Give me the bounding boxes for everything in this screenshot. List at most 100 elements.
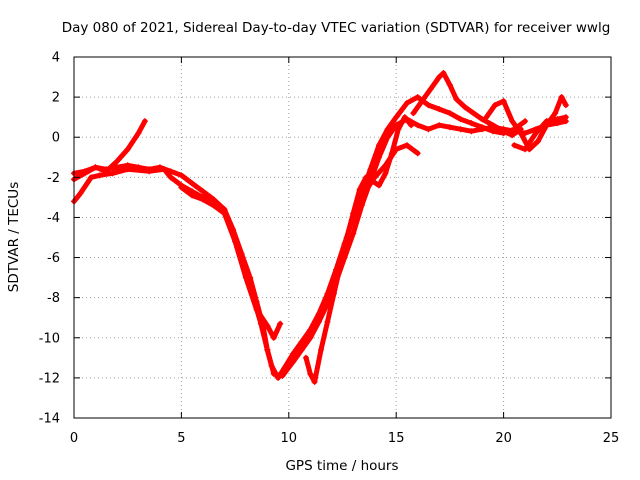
data-point	[367, 166, 374, 173]
data-point	[167, 174, 174, 181]
data-point	[281, 364, 288, 371]
y-tick-label: 2	[52, 91, 60, 106]
data-point	[376, 142, 383, 149]
x-tick-label: 0	[70, 431, 78, 446]
data-point	[509, 132, 516, 139]
data-point	[554, 116, 561, 123]
data-point	[534, 138, 541, 145]
data-point	[92, 164, 99, 171]
data-point	[410, 110, 417, 117]
data-point	[425, 102, 432, 109]
data-point	[457, 116, 464, 123]
series-line	[178, 184, 283, 341]
data-point	[253, 306, 260, 313]
data-point	[427, 86, 434, 93]
data-point	[88, 174, 95, 181]
data-point	[307, 334, 314, 341]
data-point	[440, 70, 447, 77]
data-point	[500, 128, 507, 135]
data-point	[403, 142, 410, 149]
data-point	[302, 354, 309, 361]
data-point	[436, 122, 443, 129]
data-point	[298, 346, 305, 353]
data-point	[221, 210, 228, 217]
data-point	[264, 322, 271, 329]
data-point	[81, 168, 88, 175]
data-point	[532, 130, 539, 137]
data-point	[425, 126, 432, 133]
data-point	[210, 196, 217, 203]
data-point	[446, 124, 453, 131]
data-point	[356, 186, 363, 193]
data-point	[360, 190, 367, 197]
series-4	[178, 184, 284, 341]
data-point	[468, 120, 475, 127]
data-point	[199, 196, 206, 203]
data-point	[393, 146, 400, 153]
data-point	[109, 170, 116, 177]
x-axis-title: GPS time / hours	[285, 458, 398, 474]
data-point	[113, 158, 120, 165]
y-tick-label: -10	[39, 331, 60, 346]
data-point	[315, 310, 322, 317]
y-tick-label: -14	[39, 412, 60, 427]
data-point	[77, 190, 84, 197]
data-point	[492, 102, 499, 109]
data-point	[414, 122, 421, 129]
x-tick-label: 5	[177, 431, 185, 446]
data-point	[408, 122, 415, 129]
series-3	[71, 94, 529, 381]
data-point	[376, 182, 383, 189]
series-line	[303, 114, 414, 385]
data-series	[71, 70, 569, 385]
data-point	[483, 114, 490, 121]
data-point	[461, 104, 468, 111]
x-tick-label: 15	[388, 431, 405, 446]
data-point	[232, 238, 239, 245]
data-point	[403, 100, 410, 107]
data-point	[141, 118, 148, 125]
data-point	[124, 162, 131, 169]
chart-title: Day 080 of 2021, Sidereal Day-to-day VTE…	[62, 20, 611, 36]
data-point	[371, 174, 378, 181]
plot-frame	[73, 56, 612, 419]
data-point	[552, 110, 559, 117]
data-point	[509, 118, 516, 125]
data-point	[562, 102, 569, 109]
data-point	[457, 126, 464, 133]
data-point	[318, 346, 325, 353]
data-point	[178, 184, 185, 191]
y-tick-label: -6	[47, 251, 60, 266]
series-9	[511, 114, 569, 153]
data-point	[189, 180, 196, 187]
data-point	[178, 172, 185, 179]
data-point	[311, 378, 318, 385]
y-tick-label: 4	[52, 51, 60, 66]
data-point	[414, 94, 421, 101]
data-point	[199, 188, 206, 195]
data-point	[418, 98, 425, 105]
data-point	[330, 290, 337, 297]
data-point	[522, 146, 529, 153]
series-8	[350, 142, 421, 217]
series-2	[71, 116, 569, 379]
grid	[74, 57, 611, 418]
data-point	[350, 230, 357, 237]
data-point	[543, 118, 550, 125]
y-tick-label: -8	[47, 291, 60, 306]
data-point	[275, 374, 282, 381]
data-point	[268, 362, 275, 369]
data-point	[500, 98, 507, 105]
data-point	[324, 318, 331, 325]
data-point	[382, 170, 389, 177]
data-point	[96, 172, 103, 179]
y-tick-label: 0	[52, 131, 60, 146]
data-point	[517, 130, 524, 137]
data-point	[167, 168, 174, 175]
data-point	[277, 320, 284, 327]
data-point	[382, 162, 389, 169]
data-point	[558, 94, 565, 101]
data-point	[290, 350, 297, 357]
data-point	[324, 290, 331, 297]
